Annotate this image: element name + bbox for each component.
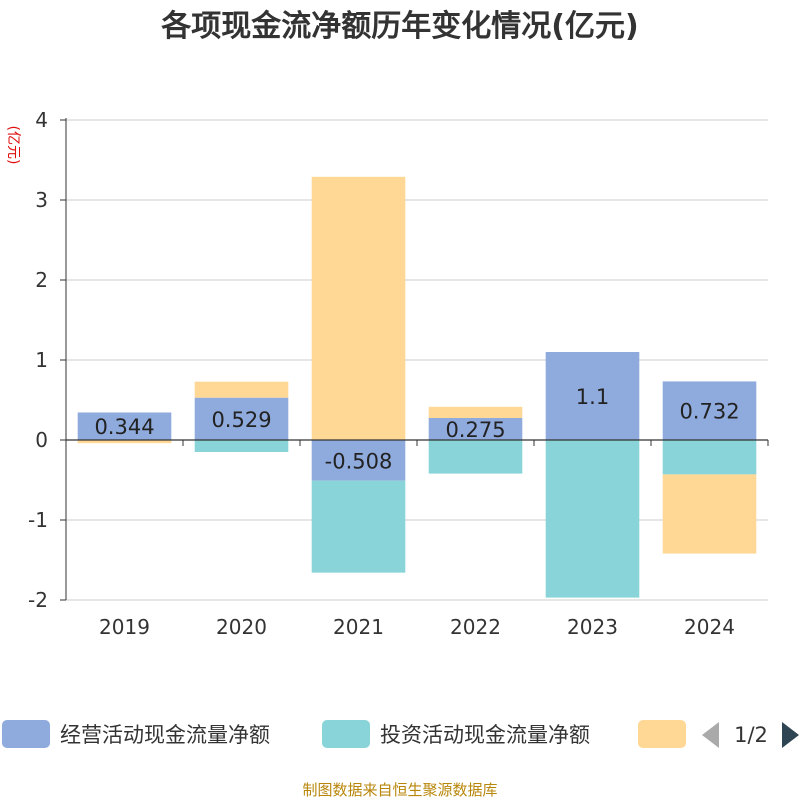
- bar-2022-series-2[interactable]: [428, 440, 523, 474]
- bar-2022-series-1[interactable]: [428, 418, 523, 440]
- legend-page-indicator: 1/2: [734, 723, 768, 747]
- x-tick-label-2023: 2023: [567, 615, 618, 639]
- x-tick-label-2019: 2019: [99, 615, 150, 639]
- data-label-2021: -0.508: [325, 449, 393, 473]
- x-tick-label-2024: 2024: [684, 615, 735, 639]
- data-label-2022: 0.275: [445, 418, 505, 442]
- chart-title: 各项现金流净额历年变化情况(亿元): [160, 9, 638, 44]
- legend-swatch-series-1[interactable]: [2, 720, 50, 748]
- bar-2023-series-1[interactable]: [545, 352, 640, 440]
- data-label-2019: 0.344: [94, 415, 154, 439]
- data-label-2020: 0.529: [211, 408, 271, 432]
- legend-label-series-1[interactable]: 经营活动现金流量净额: [60, 723, 270, 747]
- x-tick-label-2021: 2021: [333, 615, 384, 639]
- bar-2019-series-3[interactable]: [77, 440, 172, 444]
- source-note: 制图数据来自恒生聚源数据库: [302, 781, 497, 799]
- bar-2021-series-1[interactable]: [311, 440, 406, 481]
- bar-2020-series-2[interactable]: [194, 440, 289, 452]
- bar-2024-series-2[interactable]: [662, 440, 757, 475]
- data-labels: 0.344 0.529 -0.508 0.275 1.1 0.732: [94, 385, 739, 473]
- bar-2024-series-3[interactable]: [662, 474, 757, 554]
- bar-2024-series-1[interactable]: [662, 381, 757, 440]
- y-tick-label: 2: [35, 268, 48, 292]
- y-tick-label: 4: [35, 108, 48, 132]
- bar-2023-series-2[interactable]: [545, 440, 640, 598]
- bar-2021-series-2[interactable]: [311, 480, 406, 573]
- legend-swatch-series-2[interactable]: [322, 720, 370, 748]
- bar-2019-series-1[interactable]: [77, 412, 172, 440]
- legend-prev-page-icon[interactable]: [702, 722, 719, 748]
- bar-2020-series-1[interactable]: [194, 397, 289, 440]
- y-tick-label: -2: [28, 588, 48, 612]
- y-tick-label: 1: [35, 348, 48, 372]
- bar-2021-series-3[interactable]: [311, 176, 406, 441]
- y-tick-label: 0: [35, 428, 48, 452]
- legend: 经营活动现金流量净额 投资活动现金流量净额 1/2: [2, 720, 799, 748]
- bar-2020-series-3[interactable]: [194, 381, 289, 398]
- y-tick-label: 3: [35, 188, 48, 212]
- legend-swatch-series-3[interactable]: [638, 720, 686, 748]
- legend-label-series-2[interactable]: 投资活动现金流量净额: [380, 723, 590, 747]
- bar-2022-series-3[interactable]: [428, 406, 523, 418]
- x-tick-label-2022: 2022: [450, 615, 501, 639]
- bars: [77, 176, 757, 598]
- y-axis-unit: (亿元): [5, 126, 21, 165]
- gridlines: [66, 119, 768, 601]
- x-tick-label-2020: 2020: [216, 615, 267, 639]
- data-label-2024: 0.732: [679, 400, 739, 424]
- data-label-2023: 1.1: [576, 385, 609, 409]
- y-tick-label: -1: [28, 508, 48, 532]
- axes: 4 3 2 1 0 -1 -2 2019 2020 2021 2022 2023 2024: [28, 108, 769, 639]
- legend-next-page-icon[interactable]: [782, 722, 799, 748]
